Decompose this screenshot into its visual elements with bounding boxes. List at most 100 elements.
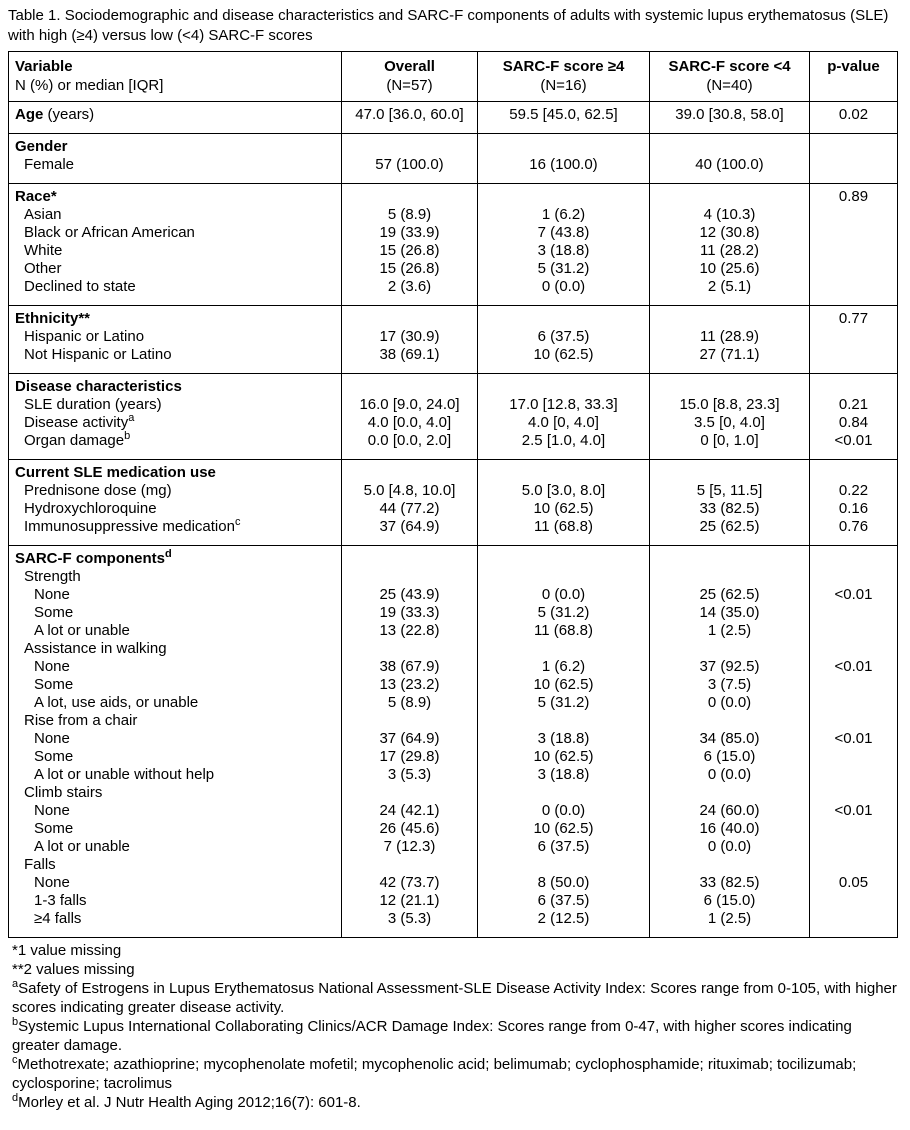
header-variable: Variable N (%) or median [IQR]	[9, 52, 342, 102]
row-label-cell: Other	[9, 260, 342, 278]
table-row: Not Hispanic or Latino 38 (69.1) 10 (62.5)…	[9, 346, 898, 374]
table-row: 1-3 falls 12 (21.1) 6 (37.5) 6 (15.0)	[9, 892, 898, 910]
value-cell: 5.0 [4.8, 10.0]	[341, 482, 478, 500]
value-cell: 11 (28.9)	[649, 328, 810, 346]
table-row: Disease activitya 4.0 [0.0, 4.0] 4.0 [0, 4…	[9, 413, 898, 432]
row-label-cell: Current SLE medication use	[9, 460, 342, 483]
p-value-cell: 0.84	[809, 414, 898, 432]
value-cell: 27 (71.1)	[649, 346, 810, 374]
header-sarcf-high-line1: SARC-F score ≥4	[502, 58, 625, 75]
value-cell: 3 (18.8)	[477, 730, 650, 748]
p-value-cell	[809, 676, 898, 694]
p-value-cell	[809, 856, 898, 874]
p-value-cell	[809, 748, 898, 766]
table-row: A lot or unable 13 (22.8) 11 (68.8) 1 (2.5)	[9, 622, 898, 640]
value-cell: 14 (35.0)	[649, 604, 810, 622]
row-label: Black or African American	[24, 224, 195, 241]
p-value-cell: <0.01	[809, 802, 898, 820]
value-cell: 13 (23.2)	[341, 676, 478, 694]
value-cell: 6 (15.0)	[649, 892, 810, 910]
value-cell: 0 (0.0)	[477, 586, 650, 604]
value-cell: 2 (12.5)	[477, 910, 650, 938]
p-value-cell	[809, 328, 898, 346]
table-row: Other 15 (26.8) 5 (31.2) 10 (25.6)	[9, 260, 898, 278]
row-label-cell: Falls	[9, 856, 342, 874]
footnote-text: *1 value missing	[12, 942, 122, 959]
value-cell: 6 (37.5)	[477, 838, 650, 856]
row-label-cell: Hispanic or Latino	[9, 328, 342, 346]
value-cell	[341, 568, 478, 586]
row-label-cell: Not Hispanic or Latino	[9, 346, 342, 374]
value-cell: 5 (31.2)	[477, 694, 650, 712]
row-label: Prednisone dose (mg)	[24, 482, 172, 499]
value-cell: 4.0 [0, 4.0]	[477, 414, 650, 432]
table-section: Ethnicity** 0.77 Hispanic or Latino 17 (30.…	[8, 305, 898, 374]
table-row: A lot, use aids, or unable 5 (8.9) 5 (31.2…	[9, 694, 898, 712]
value-cell	[649, 856, 810, 874]
row-label: 1-3 falls	[34, 892, 87, 909]
value-cell: 3 (18.8)	[477, 242, 650, 260]
value-cell	[477, 712, 650, 730]
value-cell	[341, 712, 478, 730]
p-value-cell	[809, 373, 898, 396]
row-label: Assistance in walking	[24, 640, 167, 657]
table-row: A lot or unable 7 (12.3) 6 (37.5) 0 (0.0)	[9, 838, 898, 856]
table-row: Current SLE medication use	[9, 459, 898, 483]
p-value-cell	[809, 242, 898, 260]
row-label: ≥4 falls	[34, 910, 82, 927]
row-label: None	[34, 802, 70, 819]
table-section: SARC-F componentsd Strength None 25 (43.9) 0…	[8, 545, 898, 938]
row-label: Current SLE medication use	[15, 464, 216, 481]
p-value-cell	[809, 910, 898, 938]
value-cell	[477, 305, 650, 328]
row-label-cell: None	[9, 874, 342, 892]
table-row: Disease characteristics	[9, 373, 898, 396]
footnote-superscript: a	[12, 978, 19, 990]
p-value-cell	[809, 622, 898, 640]
row-label-superscript: d	[165, 548, 172, 560]
p-value-cell	[809, 784, 898, 802]
value-cell: 19 (33.9)	[341, 224, 478, 242]
p-value-cell	[809, 694, 898, 712]
value-cell: 15.0 [8.8, 23.3]	[649, 396, 810, 414]
p-value-cell: 0.21	[809, 396, 898, 414]
table-row: None 42 (73.7) 8 (50.0) 33 (82.5) 0.05	[9, 874, 898, 892]
value-cell: 10 (62.5)	[477, 500, 650, 518]
row-label-cell: None	[9, 658, 342, 676]
value-cell: 37 (92.5)	[649, 658, 810, 676]
row-label: Climb stairs	[24, 784, 103, 801]
row-label-cell: Age (years)	[9, 102, 342, 134]
table-row: Prednisone dose (mg) 5.0 [4.8, 10.0] 5.0 […	[9, 482, 898, 500]
value-cell: 0.0 [0.0, 2.0]	[341, 432, 478, 460]
row-label: Disease activity	[24, 414, 129, 431]
value-cell: 5.0 [3.0, 8.0]	[477, 482, 650, 500]
row-label-cell: A lot or unable	[9, 622, 342, 640]
p-value-cell: 0.89	[809, 183, 898, 206]
value-cell: 38 (69.1)	[341, 346, 478, 374]
value-cell: 15 (26.8)	[341, 242, 478, 260]
row-label: Female	[24, 156, 75, 173]
value-cell	[477, 856, 650, 874]
table-section: Race* 0.89 Asian 5 (8.9) 1 (6.2) 4 (10.3) Blac…	[8, 183, 898, 306]
footnote-text: Methotrexate; azathioprine; mycophenolat…	[12, 1056, 857, 1092]
value-cell: 57 (100.0)	[341, 156, 478, 184]
p-value-cell: 0.02	[809, 101, 898, 134]
value-cell: 16 (100.0)	[477, 156, 650, 184]
value-cell	[477, 133, 650, 156]
p-value-cell	[809, 260, 898, 278]
p-value-cell	[809, 278, 898, 306]
value-cell: 1 (2.5)	[649, 910, 810, 938]
value-cell: 3 (18.8)	[477, 766, 650, 784]
value-cell: 24 (42.1)	[341, 802, 478, 820]
value-cell	[341, 183, 478, 206]
row-label-superscript: b	[124, 430, 131, 442]
table-row: Race* 0.89	[9, 183, 898, 206]
row-label: Declined to state	[24, 278, 136, 295]
value-cell: 0 (0.0)	[649, 838, 810, 856]
table-row: Some 19 (33.3) 5 (31.2) 14 (35.0)	[9, 604, 898, 622]
value-cell	[341, 459, 478, 482]
row-label: Immunosuppressive medication	[24, 518, 235, 535]
row-label-cell: Organ damageb	[9, 430, 342, 460]
value-cell: 0 (0.0)	[649, 694, 810, 712]
row-label-cell: None	[9, 730, 342, 748]
